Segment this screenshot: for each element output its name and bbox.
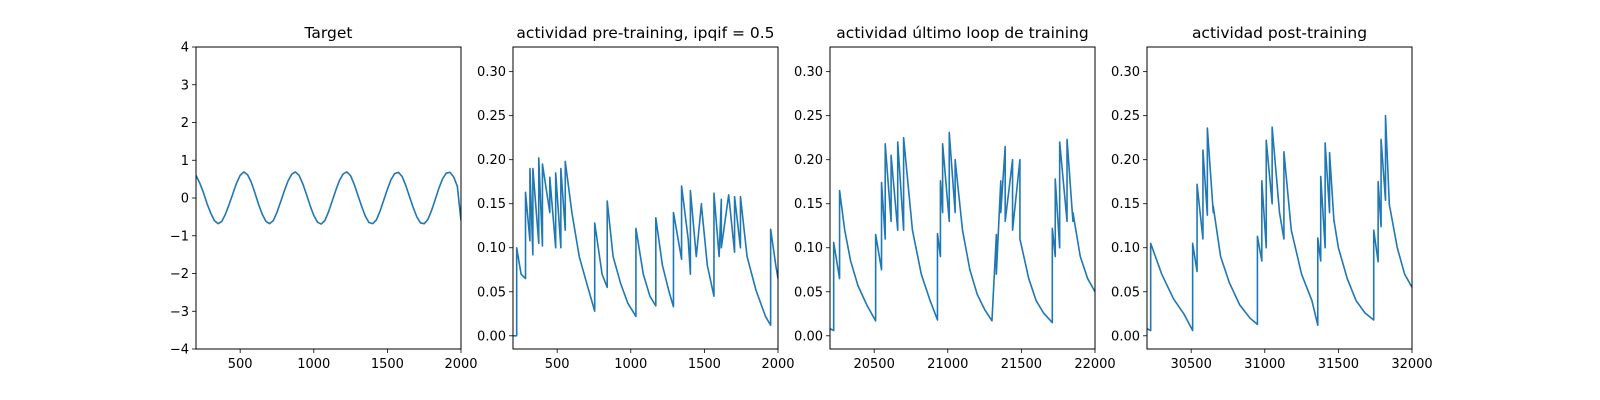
y-tick-label: 0.15: [794, 197, 823, 212]
x-tick-label: 21000: [927, 357, 968, 372]
x-tick-label: 2000: [761, 357, 794, 372]
series-line-4-1: [1147, 114, 1412, 332]
x-tick-label: 2000: [444, 357, 477, 372]
y-tick-label: 0.30: [1111, 65, 1140, 80]
y-tick-label: 0.10: [1111, 241, 1140, 256]
x-tick-label: 32000: [1391, 357, 1432, 372]
y-tick-label: 0.30: [794, 65, 823, 80]
y-tick-label: 0.20: [1111, 153, 1140, 168]
y-tick-label: 0.20: [794, 153, 823, 168]
y-tick-label: 0.15: [1111, 197, 1140, 212]
y-tick-label: 0.05: [477, 285, 506, 300]
x-tick-label: 1500: [688, 357, 721, 372]
y-tick-label: 0.00: [477, 329, 506, 344]
y-tick-label: 0.10: [794, 241, 823, 256]
chart-panel-2: 500 1000 1500 2000 0.00 0.05 0.10 0.15 0.20 0.25 0…: [477, 24, 795, 372]
x-tick-label: 500: [545, 357, 570, 372]
y-tick-label: 1: [181, 154, 189, 169]
y-tick-label: 0.15: [477, 197, 506, 212]
y-tick-label: 0.25: [1111, 109, 1140, 124]
x-tick-label: 1000: [614, 357, 647, 372]
y-tick-label: 0.05: [794, 285, 823, 300]
x-tick-label: 31500: [1318, 357, 1359, 372]
y-tick-label: 4: [181, 41, 189, 56]
y-tick-label: −4: [170, 343, 189, 358]
series-line-3-1: [830, 131, 1095, 332]
y-tick-label: −2: [170, 267, 189, 282]
y-tick-label: 0.00: [1111, 329, 1140, 344]
chart-title-1: Target: [304, 24, 353, 42]
series-line-2-1: [513, 157, 778, 337]
x-tick-label: 1500: [371, 357, 404, 372]
x-tick-label: 21500: [1001, 357, 1042, 372]
chart-title-2: actividad pre-training, ipqif = 0.5: [516, 24, 774, 42]
series-line-1-1: [196, 171, 461, 225]
y-tick-label: −1: [170, 229, 189, 244]
y-tick-label: 0.25: [477, 109, 506, 124]
chart-panel-4: 30500 31000 31500 32000 0.00 0.05 0.10 0.15 0.20…: [1111, 24, 1433, 372]
chart-panel-1: 500 1000 1500 2000 −4 −3 −2 −1 0 1 2 3 4 Target: [170, 24, 478, 372]
y-tick-label: 0.25: [794, 109, 823, 124]
y-tick-label: 0.20: [477, 153, 506, 168]
y-tick-label: −3: [170, 305, 189, 320]
chart-title-4: actividad post-training: [1192, 24, 1367, 42]
x-tick-label: 22000: [1074, 357, 1115, 372]
y-tick-label: 0.10: [477, 241, 506, 256]
y-tick-label: 0.30: [477, 65, 506, 80]
chart-title-3: actividad último loop de training: [836, 24, 1088, 42]
y-tick-label: 2: [181, 116, 189, 131]
axes-frame-1: [195, 46, 462, 350]
y-tick-label: 0: [181, 192, 189, 207]
x-tick-label: 30500: [1170, 357, 1211, 372]
y-tick-label: 0.00: [794, 329, 823, 344]
x-tick-label: 500: [228, 357, 253, 372]
y-tick-label: 0.05: [1111, 285, 1140, 300]
x-tick-label: 1000: [297, 357, 330, 372]
axes-frame-4: [1146, 46, 1413, 350]
axes-frame-2: [512, 46, 779, 350]
x-tick-label: 20500: [853, 357, 894, 372]
y-tick-label: 3: [181, 78, 189, 93]
axes-frame-3: [829, 46, 1096, 350]
chart-panel-3: 20500 21000 21500 22000 0.00 0.05 0.10 0.15 0.20…: [794, 24, 1116, 372]
x-tick-label: 31000: [1244, 357, 1285, 372]
